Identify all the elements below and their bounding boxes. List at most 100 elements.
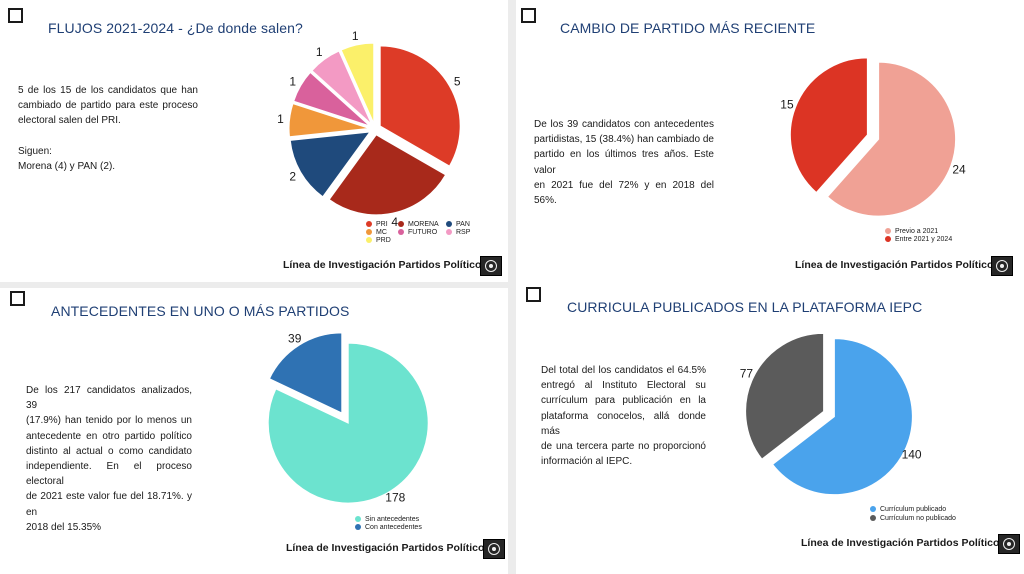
legend-item: Sin antecedentes xyxy=(355,516,419,523)
pie-value-label: 5 xyxy=(454,75,461,89)
description-line: 2018 del 15.35% xyxy=(26,521,102,533)
legend-swatch xyxy=(366,237,372,243)
description-line: partidistas, 15 (38.4%) han cambiado de xyxy=(534,134,714,146)
credit-logo-icon xyxy=(483,539,505,559)
legend-swatch xyxy=(446,229,452,235)
legend-swatch xyxy=(398,229,404,235)
legend-item: MC xyxy=(366,229,387,236)
legend-swatch xyxy=(885,228,891,234)
legend-item: Con antecedentes xyxy=(355,524,422,531)
legend-swatch xyxy=(870,515,876,521)
legend-label: PAN xyxy=(456,221,470,228)
legend-label: Con antecedentes xyxy=(365,524,422,531)
footer-credit: Línea de Investigación Partidos Político… xyxy=(795,259,1000,271)
legend-item: Currículum no publicado xyxy=(870,515,956,522)
pie-slice-pan xyxy=(289,131,371,198)
legend-item: RSP xyxy=(446,229,470,236)
panel-checkbox[interactable] xyxy=(526,287,541,302)
panel-checkbox[interactable] xyxy=(8,8,23,23)
footer-credit: Línea de Investigación Partidos Político… xyxy=(801,537,1006,549)
legend-item: Previo a 2021 xyxy=(885,228,938,235)
legend-label: Previo a 2021 xyxy=(895,228,939,235)
legend-label: Sin antecedentes xyxy=(365,516,420,523)
description-line: de 2021 este valor fue del 18.71%. y en xyxy=(26,491,192,518)
panel-antecedentes: ANTECEDENTES EN UNO O MÁS PARTIDOS De lo… xyxy=(0,288,508,574)
legend-label: Currículum publicado xyxy=(880,506,947,513)
credit-logo-icon xyxy=(998,534,1020,554)
legend-label: PRD xyxy=(376,237,391,244)
pie-value-label: 4 xyxy=(391,215,398,229)
pie-slice-morena xyxy=(328,134,447,216)
legend-label: Entre 2021 y 2024 xyxy=(895,236,953,243)
pie-value-label: 178 xyxy=(385,490,405,504)
legend-label: PRI xyxy=(376,221,388,228)
description-line: currículum para publicación en la xyxy=(541,395,706,407)
legend-label: MC xyxy=(376,229,387,236)
description-line: 5 de los 15 de los candidatos que han xyxy=(18,85,198,96)
pie-value-label: 1 xyxy=(352,29,359,43)
pie-chart-antecedentes: 178 39 xyxy=(267,332,429,504)
panel-description: De los 39 candidatos con antecedentes pa… xyxy=(534,117,714,208)
pie-value-label: 15 xyxy=(780,97,794,111)
panel-checkbox[interactable] xyxy=(521,8,536,23)
legend-item: Currículum publicado xyxy=(870,506,946,513)
description-line: información al IEPC. xyxy=(541,456,633,468)
pie-slice-sin-antecedentes xyxy=(267,342,429,504)
legend-item: PAN xyxy=(446,221,470,228)
pie-value-label: 1 xyxy=(316,45,323,59)
footer-credit: Línea de Investigación Partidos Político… xyxy=(283,259,488,271)
legend-swatch xyxy=(355,524,361,530)
legend-item: PRI xyxy=(366,221,388,228)
legend-swatch xyxy=(366,229,372,235)
legend-item: PRD xyxy=(366,237,391,244)
footer-credit: Línea de Investigación Partidos Político… xyxy=(286,542,491,554)
description-line: antecedente en otro partido político xyxy=(26,430,192,442)
pie-value-label: 140 xyxy=(902,448,922,462)
legend-swatch xyxy=(885,236,891,242)
pie-value-label: 1 xyxy=(289,75,296,89)
panel-description: 5 de los 15 de los candidatos que han ca… xyxy=(18,83,198,174)
description-line: partido en los últimos tres años. Este v… xyxy=(534,149,714,176)
pie-slice-curr-culum-publicado xyxy=(772,338,913,496)
description-line: cambiado de partido para este proceso xyxy=(18,100,198,112)
legend-item: Entre 2021 y 2024 xyxy=(885,236,952,243)
description-line: independiente. En el proceso electoral xyxy=(26,461,192,488)
description-line: en 2021 fue del 72% y en 2018 del 56%. xyxy=(534,179,714,207)
pie-slice-pri xyxy=(379,45,461,167)
pie-slice-rsp xyxy=(311,50,372,125)
credit-logo-icon xyxy=(480,256,502,276)
pie-value-label: 24 xyxy=(952,163,966,177)
description-line: De los 39 candidatos con antecedentes xyxy=(534,119,714,130)
description-line: plataforma conocelos, allá donde más xyxy=(541,410,706,437)
panel-curricula: CURRICULA PUBLICADOS EN LA PLATAFORMA IE… xyxy=(516,282,1024,574)
legend-swatch xyxy=(398,221,404,227)
description-line: entregó al Instituto Electoral su xyxy=(541,380,706,392)
panel-flujos: FLUJOS 2021-2024 - ¿De donde salen? 5 de… xyxy=(0,0,508,282)
pie-slice-previo-a-2021 xyxy=(826,61,957,217)
description-line: Morena (4) y PAN (2). xyxy=(18,160,116,172)
pie-value-label: 39 xyxy=(288,332,302,346)
description-line: distinto al actual o como candidato xyxy=(26,445,192,457)
pie-chart-flujos: 5 4 2 1 1 1 1 xyxy=(277,29,461,229)
credit-logo-icon xyxy=(991,256,1013,276)
legend-swatch xyxy=(366,221,372,227)
legend-swatch xyxy=(870,506,876,512)
description-line: Siguen: xyxy=(18,145,52,157)
legend-label: FUTURO xyxy=(408,229,438,236)
legend-swatch xyxy=(446,221,452,227)
panel-description: Del total del los candidatos el 64.5% en… xyxy=(541,363,706,469)
description-line: Del total del los candidatos el 64.5% xyxy=(541,365,706,376)
legend-label: RSP xyxy=(456,229,471,236)
description-line: de una tercera parte no proporcionó xyxy=(541,441,706,453)
legend-swatch xyxy=(355,516,361,522)
legend-item: MORENA xyxy=(398,221,439,228)
pie-chart-cambio: 24 15 xyxy=(780,57,966,217)
panel-checkbox[interactable] xyxy=(10,291,25,306)
panel-title: FLUJOS 2021-2024 - ¿De donde salen? xyxy=(48,20,303,36)
pie-slice-con-antecedentes xyxy=(268,332,343,414)
pie-slice-futuro xyxy=(293,71,371,127)
pie-slice-curr-culum-no-publicado xyxy=(745,332,825,460)
panel-title: CAMBIO DE PARTIDO MÁS RECIENTE xyxy=(560,20,816,36)
panel-description: De los 217 candidatos analizados, 39 (17… xyxy=(26,383,192,535)
pie-slice-entre-2021-y-2024 xyxy=(789,57,868,194)
